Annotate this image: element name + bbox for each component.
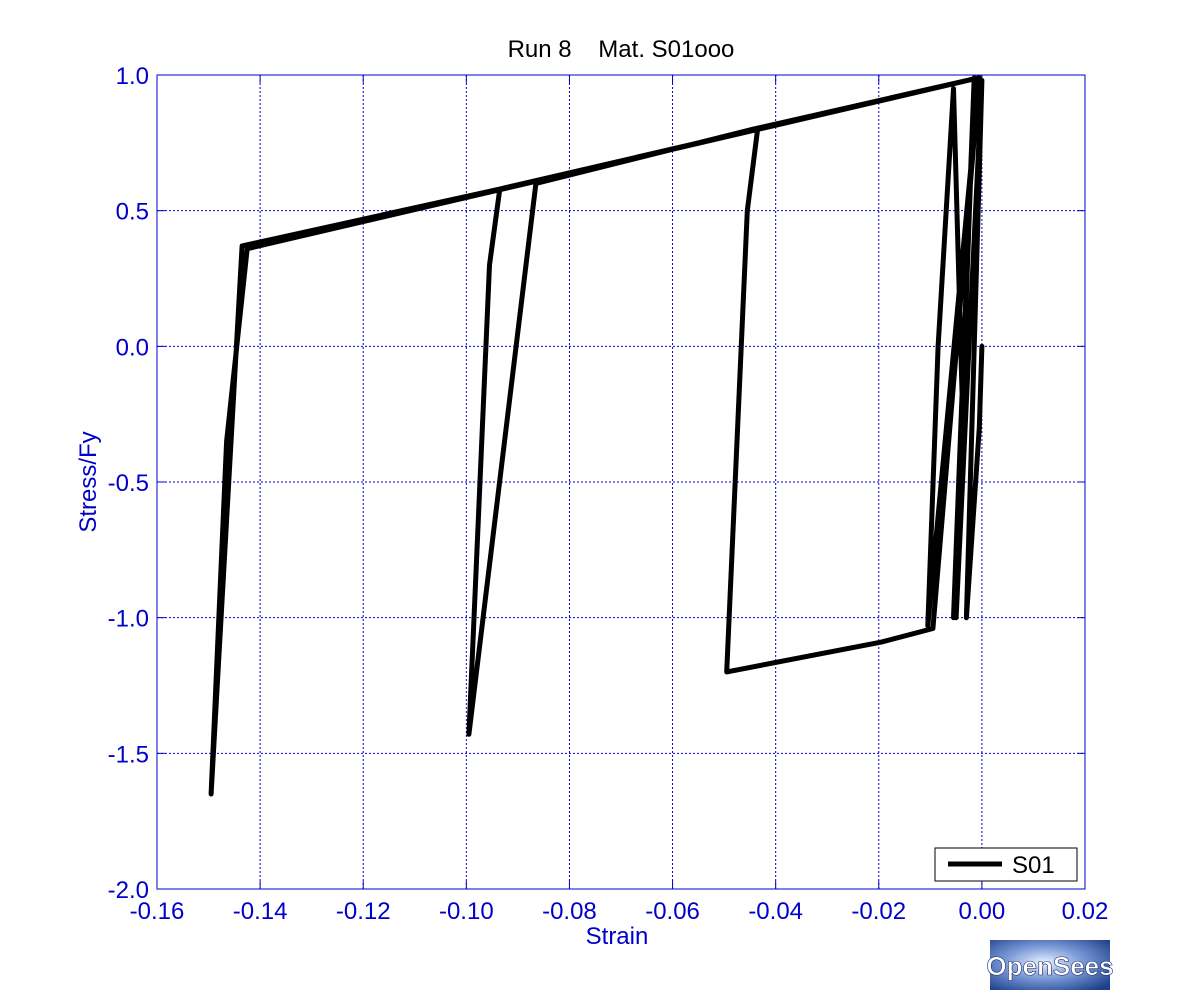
series-group — [208, 75, 985, 797]
y-axis-label: Stress/Fy — [75, 431, 102, 532]
legend: S01 — [934, 847, 1078, 882]
plot-frame — [156, 74, 1086, 890]
y-tick-label: 1.0 — [116, 63, 149, 90]
x-tick-label: -0.16 — [130, 898, 185, 925]
y-tick-labels: 1.0 0.5 0.0 -0.5 -1.0 -1.5 -2.0 — [108, 63, 149, 904]
x-tick-label: -0.02 — [851, 898, 906, 925]
logo-text: OpenSees — [986, 951, 1113, 981]
x-axis-label: Strain — [586, 923, 649, 950]
x-tick-label: -0.06 — [645, 898, 700, 925]
y-tick-label: 0.5 — [116, 199, 149, 226]
x-tick-label: -0.10 — [439, 898, 494, 925]
y-tick-label: -2.0 — [108, 877, 149, 904]
x-tick-label: -0.04 — [748, 898, 803, 925]
x-tick-label: 0.02 — [1062, 898, 1109, 925]
y-tick-label: -1.0 — [108, 606, 149, 633]
series-line-s01 — [208, 75, 985, 797]
x-tick-label: -0.14 — [233, 898, 288, 925]
logo-background — [990, 940, 1110, 990]
y-tick-label: -1.5 — [108, 741, 149, 768]
y-tick-label: 0.0 — [116, 334, 149, 361]
x-tick-label: 0.00 — [959, 898, 1006, 925]
x-tick-label: -0.08 — [542, 898, 597, 925]
x-tick-labels: -0.16 -0.14 -0.12 -0.10 -0.08 -0.06 -0.04 -0.02… — [130, 898, 1109, 925]
x-tick-label: -0.12 — [336, 898, 391, 925]
chart-title: Run 8 Mat. S01ooo — [508, 36, 735, 63]
legend-label-s01: S01 — [1012, 852, 1055, 879]
opensees-logo: OpenSees — [986, 940, 1114, 990]
y-tick-label: -0.5 — [108, 470, 149, 497]
